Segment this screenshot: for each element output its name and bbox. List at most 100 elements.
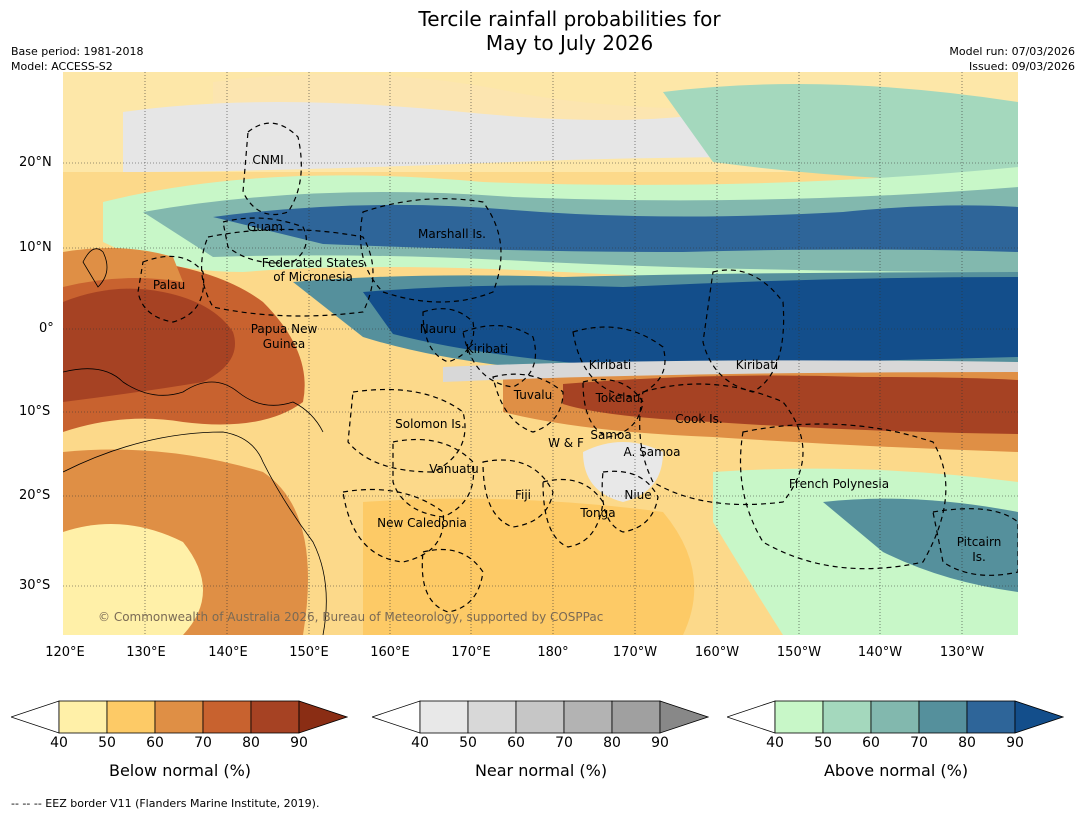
region-label-wallis-futuna: W & F [548,436,584,450]
copyright-notice: © Commonwealth of Australia 2026, Bureau… [98,610,604,624]
colorbar-below-tick: 60 [146,735,164,751]
colorbar-near-normal [372,700,709,734]
lon-label-150w: 150°W [776,645,822,660]
lon-label-170w: 170°W [612,645,658,660]
colorbar-above-swatch-2 [822,700,872,734]
colorbar-below-max-arrow [298,700,348,734]
region-label-tonga: Tonga [580,506,616,520]
colorbar-above-tick: 70 [910,735,928,751]
west-dry-light [63,248,183,287]
region-label-vanuatu: Vanuatu [429,462,479,476]
region-label-cook-islands: Cook Is. [675,412,723,426]
lat-label-20s: 20°S [19,488,51,503]
eez-kiribati-west [462,324,537,388]
base-period-text: Base period: 1981-2018 [11,45,144,58]
lon-label-130w: 130°W [939,645,985,660]
colorbar-above-tick: 80 [958,735,976,751]
colorbar-above-normal [727,700,1064,734]
colorbar-near-max-arrow [659,700,709,734]
eez-kiribati-central [572,326,666,398]
colorbar-near-tick: 90 [651,735,669,751]
region-label-american-samoa: A. Samoa [623,445,681,459]
colorbar-above-swatch-1 [774,700,824,734]
colorbar-above-tick: 40 [766,735,784,751]
colorbar-above-tick: 50 [814,735,832,751]
colorbar-near-tick: 40 [411,735,429,751]
region-label-pitcairn-line1: Pitcairn [956,535,1002,549]
north-east-wet [663,84,1018,182]
eez-tonga [542,478,604,548]
colorbar-near-tick: 60 [507,735,525,751]
gridlines [63,72,1018,635]
region-label-png-line2: Guinea [262,337,306,351]
colorbar-near-tick: 50 [459,735,477,751]
region-label-tokelau: Tokelau [595,391,641,405]
issued-text: Issued: 09/03/2026 [968,60,1075,73]
meta-right: Model run: 07/03/2026 Issued: 09/03/2026 [949,44,1075,74]
region-label-french-polynesia: French Polynesia [788,477,890,491]
eez-vanuatu [392,438,475,518]
lon-label-180: 180° [537,645,569,660]
colorbar-below-tick: 50 [98,735,116,751]
lat-label-30s: 30°S [19,578,51,593]
lon-label-160w: 160°W [694,645,740,660]
colorbar-near-tick: 80 [603,735,621,751]
eez-marshall [359,198,502,303]
equatorial-wet-core [363,277,1018,367]
colorbar-below-normal [11,700,348,734]
colorbar-above-title: Above normal (%) [823,761,969,780]
colorbar-below-tick: 80 [242,735,260,751]
lon-label-140e: 140°E [208,645,248,660]
lon-label-160e: 160°E [370,645,410,660]
lon-label-140w: 140°W [857,645,903,660]
colorbar-below-swatch-2 [106,700,156,734]
region-label-niue: Niue [624,488,652,502]
rainfall-map [63,72,1018,635]
eez-french-polynesia [739,423,947,570]
region-label-tuvalu: Tuvalu [513,388,553,402]
region-label-kiribati-central: Kiribati [588,358,632,372]
lon-label-170e: 170°E [451,645,491,660]
colorbar-below-tick: 40 [50,735,68,751]
region-label-solomon-islands: Solomon Is. [395,417,465,431]
colorbar-above-normal-graphic [727,700,1064,734]
region-label-cnmi: CNMI [252,153,284,167]
colorbar-below-normal-graphic [11,700,348,734]
colorbar-near-normal-graphic [372,700,709,734]
colorbar-above-tick: 60 [862,735,880,751]
region-label-fsm-line1: Federated States [261,256,365,270]
eez-kiribati-east [702,269,785,393]
colorbar-near-swatch-5 [611,700,661,734]
colorbar-below-swatch-1 [58,700,108,734]
lon-label-120e: 120°E [45,645,85,660]
colorbar-above-swatch-5 [966,700,1016,734]
region-label-fiji: Fiji [514,488,532,502]
colorbar-below-swatch-4 [202,700,252,734]
colorbar-above-swatch-3 [870,700,920,734]
eez-pitcairn [932,508,1018,576]
coastlines [63,248,327,635]
eez-cook [639,383,804,506]
colorbar-below-title: Below normal (%) [108,761,252,780]
colorbar-near-swatch-3 [515,700,565,734]
colorbar-above-max-arrow [1014,700,1064,734]
lat-label-20n: 20°N [19,155,52,170]
region-label-kiribati-west: Kiribati [465,342,509,356]
map-canvas [63,72,1018,635]
colorbar-near-swatch-2 [467,700,517,734]
south-dry-band-core [563,375,1018,434]
title-line-2: May to July 2026 [485,31,654,55]
wet-band-strong [213,204,1018,252]
eez-borders [137,122,1018,613]
region-label-fsm-line2: of Micronesia [273,270,353,284]
region-label-pitcairn-line2: Is. [972,550,986,564]
meta-left: Base period: 1981-2018 Model: ACCESS-S2 [11,44,143,74]
lat-label-10n: 10°N [19,240,52,255]
colorbar-near-tick: 70 [555,735,573,751]
region-label-marshall-islands: Marshall Is. [418,227,486,241]
colorbar-above-swatch-4 [918,700,968,734]
new-guinea-coast [63,368,324,433]
near-normal-strip [443,360,1018,382]
colorbar-above-tick: 90 [1006,735,1024,751]
eez-solomon [347,388,466,473]
